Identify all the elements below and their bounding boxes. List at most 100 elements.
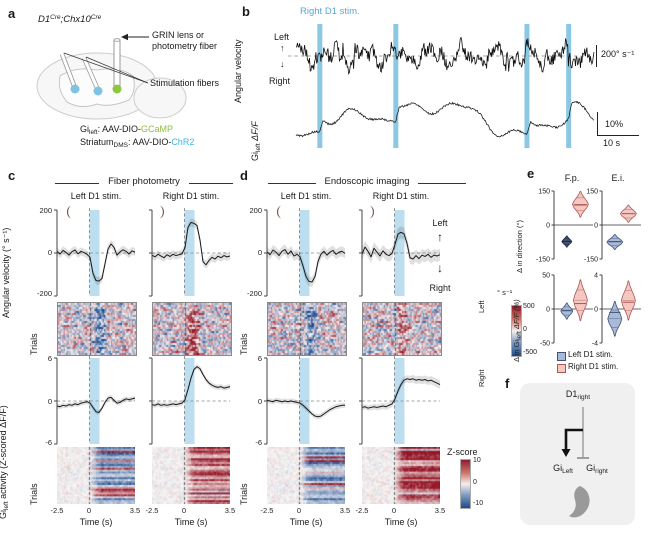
d2-xtick-p: 3.5: [434, 506, 446, 515]
c-dff-tick-6: 6: [47, 354, 52, 363]
d-dff-tick-neg6: -6: [255, 438, 262, 447]
cbar-vel-left-label: Left: [477, 300, 486, 313]
svg-text:0: 0: [546, 223, 550, 230]
d-down-arrow-icon: ↓: [437, 261, 443, 275]
d1-xlabel: Time (s): [289, 517, 323, 527]
c2-xtick-p: 3.5: [224, 506, 236, 515]
legend-swatch-right-stim: [557, 364, 566, 373]
d2-xtick-m: -2.5: [355, 506, 369, 515]
c-vel-tick-200: 200: [39, 206, 52, 215]
e-ylabel-dff: Δ in Gileft ΔF/F (%): [512, 299, 523, 362]
c-ylabel-dff: Gileft activity (Z-scored ΔF/F): [0, 405, 10, 519]
gi-left-injection-dot: [112, 84, 122, 94]
brain-schematic: [36, 33, 187, 120]
b-up-arrow-icon: ↑: [280, 43, 285, 53]
d2-xlabel: Time (s): [384, 517, 418, 527]
legend-swatch-left-stim: [557, 352, 566, 361]
cbar-z-tick-10: 10: [473, 457, 481, 464]
d-left-dff-heatmap: [267, 447, 345, 504]
d2-xtick-0: 0: [391, 506, 397, 515]
injection-line-1: Gileft: AAV-DIO-GCaMP: [80, 124, 174, 136]
c2-xtick-0: 0: [181, 506, 187, 515]
b-right-dir-label: Right: [269, 76, 291, 86]
cbar-vel-right-label: Right: [477, 369, 486, 387]
stim-fibers-annotation: Stimulation fibers: [150, 78, 220, 88]
d-title: Endoscopic imaging: [324, 176, 410, 187]
d1-to-gi-left-arrow: [564, 428, 583, 450]
c-title: Fiber photometry: [108, 176, 180, 187]
svg-text:0: 0: [594, 223, 598, 230]
grin-lens-icon: [113, 39, 121, 89]
b-velocity-scale-label: 200° s⁻¹: [601, 49, 635, 59]
b-down-arrow-icon: ↓: [280, 59, 285, 69]
d-trials-label-2: Trials: [239, 483, 249, 505]
b-time-scale-label: 10 s: [603, 138, 621, 148]
b-left-dir-label: Left: [274, 32, 290, 42]
panel-e-label: e: [527, 166, 535, 181]
f-d1-right-node: D1right: [565, 389, 591, 401]
c-col2-title: Right D1 stim.: [162, 191, 220, 201]
svg-text:0: 0: [594, 307, 598, 314]
stim-pointer-line-2: [85, 56, 149, 84]
d-right-dir-label: Right: [429, 283, 451, 293]
e-ylabel-direction: Δ in direction (°): [515, 219, 524, 273]
d1-xtick-p: 3.5: [339, 506, 351, 515]
f-circuit-diagram: [561, 407, 590, 518]
e-col2-title: E.i.: [611, 173, 625, 183]
c-right-velocity-heatmap: [152, 302, 232, 356]
b-dff-scalebar-v: [597, 112, 598, 135]
d1-xtick-m: -2.5: [260, 506, 274, 515]
d-trials-label-1: Trials: [239, 333, 249, 355]
panel-a-label: a: [8, 6, 16, 21]
mouse-turn-icon: [569, 486, 590, 518]
stim-pointer-line-1: [63, 52, 149, 84]
c2-xlabel: Time (s): [174, 517, 208, 527]
c-trials-label-1: Trials: [29, 333, 39, 355]
panel-f-label: f: [505, 376, 510, 391]
c1-xlabel: Time (s): [79, 517, 113, 527]
svg-text:4: 4: [594, 273, 598, 280]
d-dff-tick-0: 0: [257, 397, 262, 406]
d-header-rule-right: [418, 183, 466, 184]
c1-xtick-p: 3.5: [129, 506, 141, 515]
d-up-arrow-icon: ↑: [437, 230, 443, 244]
turn-cw-icon: [370, 205, 375, 219]
svg-text:150: 150: [538, 189, 550, 196]
legend-label-left-stim: Left D1 stim.: [568, 350, 613, 359]
c-dff-tick-neg6: -6: [45, 438, 52, 447]
c-vel-tick-neg200: -200: [36, 289, 52, 298]
d-vel-tick-0: 0: [257, 248, 262, 257]
b-dff-scale-label: 10%: [605, 119, 624, 129]
d-left-dir-label: Left: [432, 218, 448, 228]
striatum-left-injection-dot: [70, 84, 80, 94]
cbar-vel-tick-neg500: -500: [523, 349, 538, 356]
svg-text:-4: -4: [592, 341, 598, 348]
b-ylabel-dff: Gileft ΔF/F: [250, 121, 262, 161]
c-left-dff-heatmap: [57, 447, 135, 504]
f-gi-right-node: Giright: [586, 463, 608, 475]
stim-title: Right D1 stim.: [300, 6, 360, 17]
svg-text:150: 150: [586, 189, 598, 196]
d1-xtick-0: 0: [296, 506, 302, 515]
turn-cw-icon: [160, 205, 165, 219]
e-col1-title: F.p.: [564, 173, 580, 183]
c-right-dff-heatmap: [152, 447, 230, 504]
b-velocity-scalebar: [596, 45, 597, 67]
d-col2-title: Right D1 stim.: [372, 191, 430, 201]
c-col1-title: Left D1 stim.: [70, 191, 122, 201]
svg-text:50: 50: [542, 273, 550, 280]
c1-xtick-m: -2.5: [50, 506, 64, 515]
c-vel-tick-0: 0: [47, 248, 52, 257]
c-header-rule-left: [55, 183, 99, 184]
d-col1-title: Left D1 stim.: [280, 191, 332, 201]
striatum-right-injection-dot: [93, 86, 103, 96]
zscore-colorbar: [460, 459, 471, 509]
c-ylabel-velocity: Angular velocity (° s⁻¹): [1, 227, 11, 318]
grin-annotation-line1: GRIN lens or: [152, 30, 205, 40]
c1-xtick-0: 0: [86, 506, 92, 515]
arrowhead-icon: [561, 449, 571, 457]
c-header-rule-right: [189, 183, 233, 184]
cbar-vel-units: ° s⁻¹: [497, 288, 513, 297]
svg-text:0: 0: [546, 307, 550, 314]
